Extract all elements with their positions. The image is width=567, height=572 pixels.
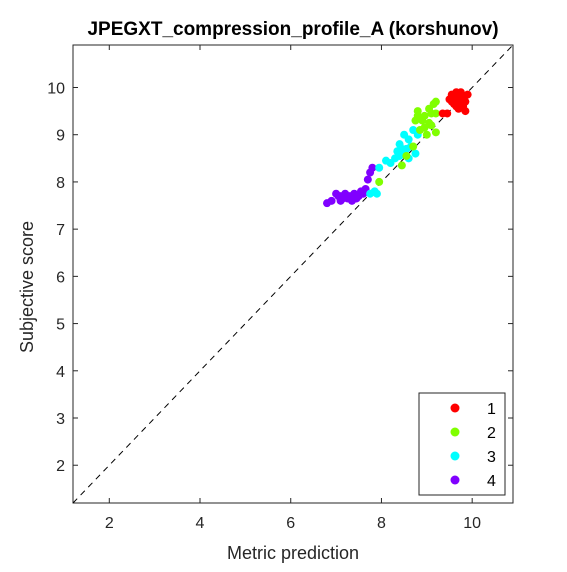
legend-box	[418, 392, 506, 496]
data-point-series-2	[397, 161, 406, 170]
x-tick-label: 8	[377, 515, 386, 532]
y-tick-label: 10	[47, 80, 65, 97]
data-point-series-1	[454, 100, 463, 109]
y-tick-label: 5	[56, 317, 65, 334]
legend-label-2: 2	[487, 425, 496, 442]
x-axis-label: Metric prediction	[227, 543, 359, 563]
data-point-series-1	[438, 109, 447, 118]
data-point-series-2	[431, 97, 440, 106]
data-point-series-3	[375, 163, 384, 172]
data-point-series-2	[375, 177, 384, 186]
data-point-series-3	[397, 144, 406, 153]
data-point-series-2	[413, 111, 422, 120]
y-tick-label: 4	[56, 364, 65, 381]
data-point-series-1	[463, 90, 472, 99]
data-point-series-2	[420, 123, 429, 132]
y-tick-label: 3	[56, 411, 65, 428]
data-point-series-4	[336, 192, 345, 201]
legend-label-4: 4	[487, 473, 496, 490]
plot-frame	[72, 44, 514, 504]
legend-label-1: 1	[487, 401, 496, 418]
data-point-series-2	[409, 142, 418, 151]
diagonal-reference-line	[72, 44, 514, 504]
legend-marker-3	[450, 451, 460, 461]
data-point-series-3	[404, 135, 413, 144]
x-tick-label: 10	[463, 515, 481, 532]
data-point-series-4	[368, 163, 377, 172]
x-tick-label: 2	[105, 515, 114, 532]
data-point-series-4	[363, 175, 372, 184]
data-point-series-3	[395, 151, 404, 160]
y-tick-label: 6	[56, 269, 65, 286]
data-point-series-4	[343, 194, 352, 203]
x-tick-label: 6	[286, 515, 295, 532]
data-point-series-1	[452, 88, 461, 97]
data-point-series-3	[370, 187, 379, 196]
legend-marker-1	[450, 403, 460, 413]
data-point-series-2	[420, 111, 429, 120]
data-point-series-3	[411, 149, 420, 158]
data-point-series-2	[422, 130, 431, 139]
legend-label-3: 3	[487, 449, 496, 466]
y-tick-label: 7	[56, 222, 65, 239]
data-point-series-2	[431, 128, 440, 137]
y-axis-label: Subjective score	[17, 221, 37, 353]
data-point-series-2	[402, 151, 411, 160]
x-tick-label: 4	[196, 515, 205, 532]
y-tick-label: 2	[56, 458, 65, 475]
data-point-series-1	[445, 95, 454, 104]
legend-marker-2	[450, 427, 460, 437]
data-point-series-2	[431, 109, 440, 118]
data-point-series-4	[327, 196, 336, 205]
y-tick-label: 8	[56, 175, 65, 192]
y-tick-label: 9	[56, 128, 65, 145]
legend-marker-4	[450, 475, 460, 485]
chart-title: JPEGXT_compression_profile_A (korshunov)	[87, 19, 498, 40]
